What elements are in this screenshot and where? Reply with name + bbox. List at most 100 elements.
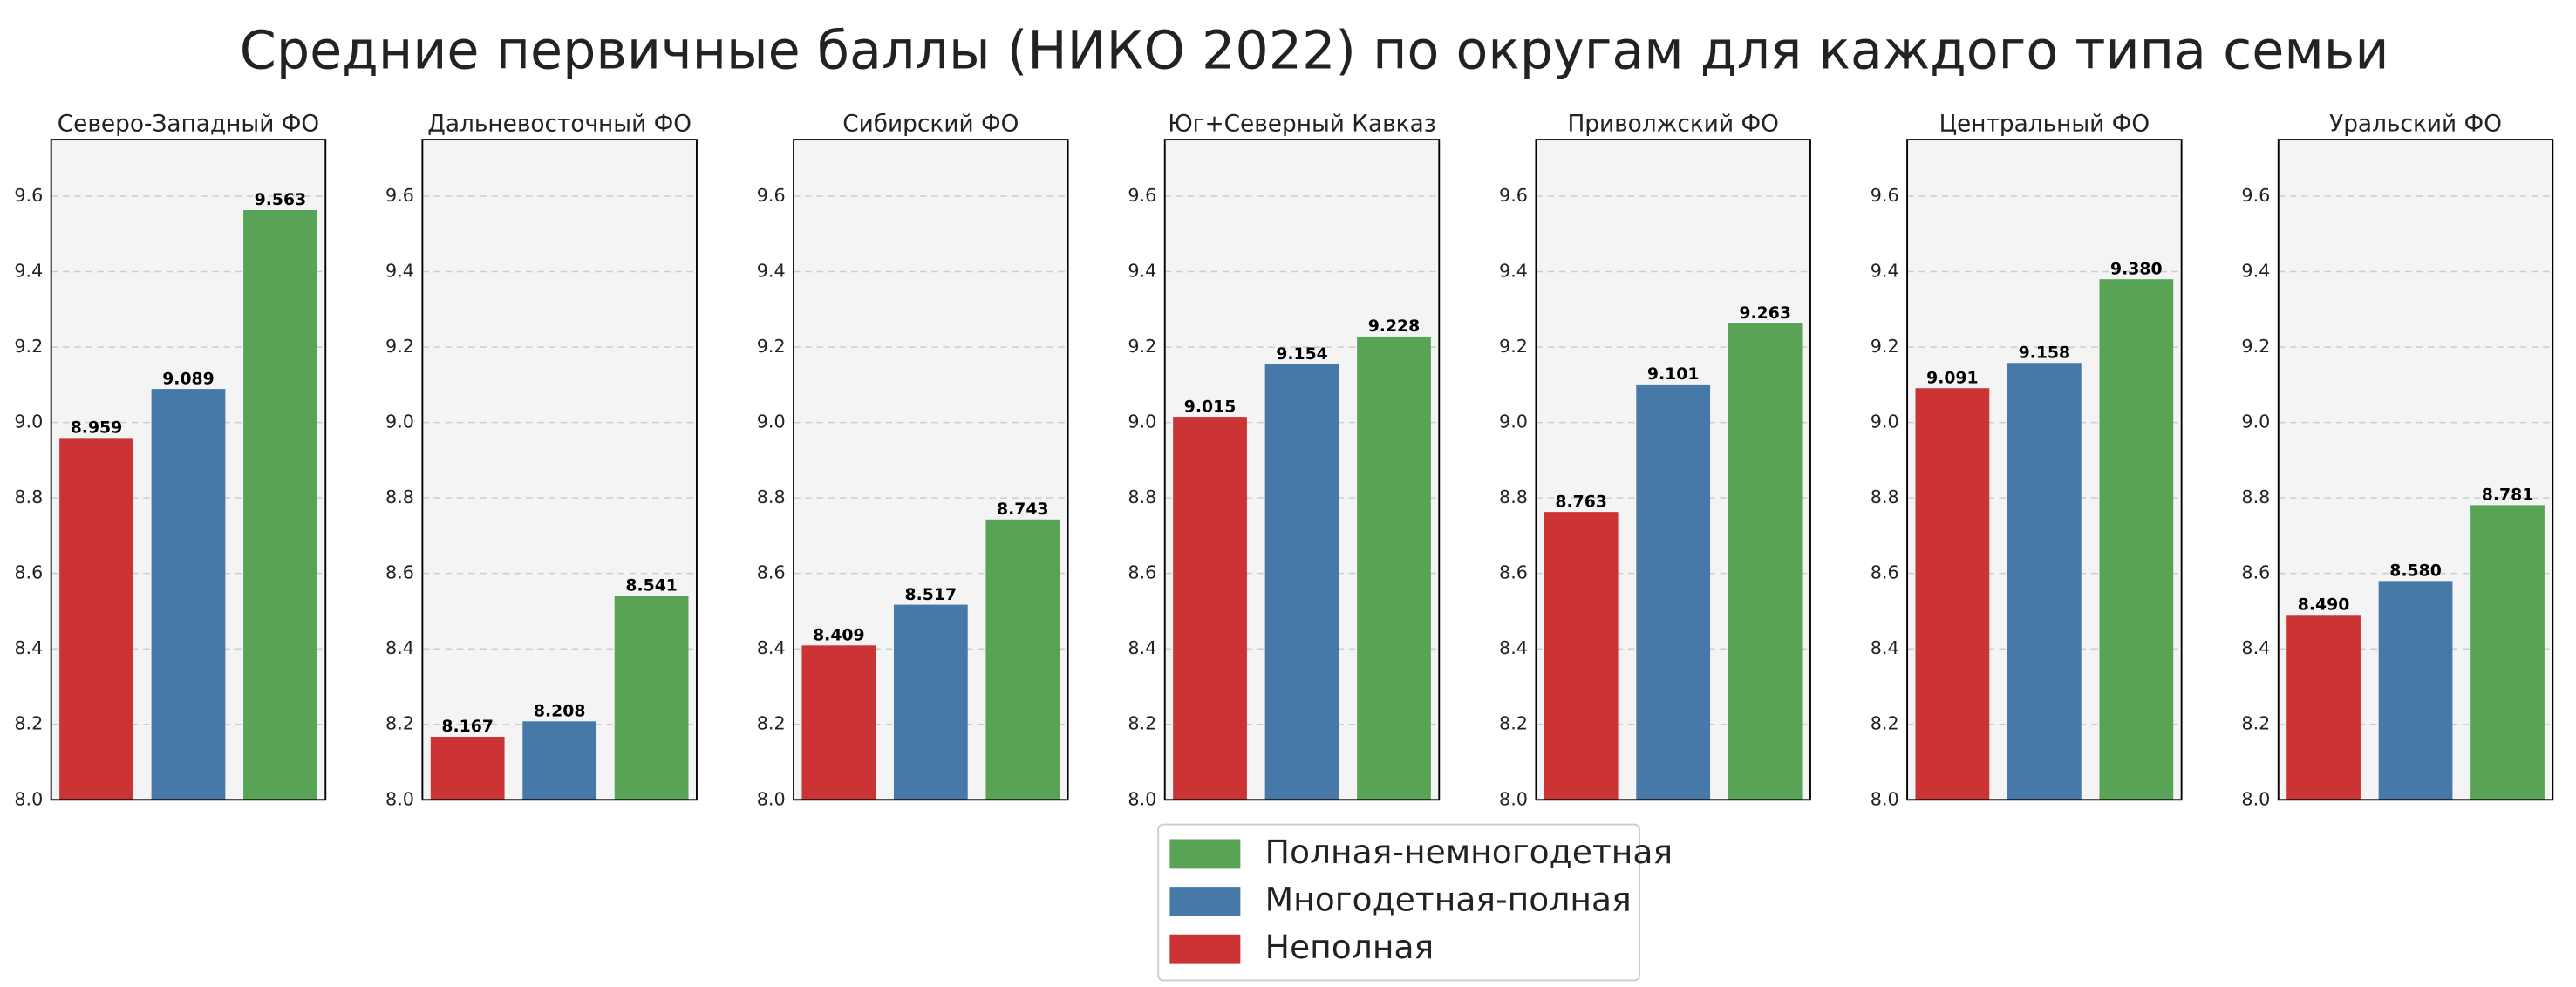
y-tick-label: 8.0 [757, 788, 786, 809]
y-tick-label: 8.2 [14, 713, 43, 734]
y-tick-label: 9.4 [1871, 261, 1899, 282]
bar [243, 210, 317, 800]
y-tick-label: 8.4 [1871, 637, 1899, 658]
y-tick-label: 8.8 [2241, 487, 2270, 507]
legend-swatch [1169, 839, 1241, 869]
y-tick-label: 8.4 [2241, 637, 2270, 658]
y-tick-label: 9.6 [1499, 185, 1528, 206]
panel-title: Приволжский ФО [1567, 112, 1778, 138]
y-tick-label: 8.8 [14, 487, 43, 507]
y-tick-label: 8.8 [1128, 487, 1156, 507]
y-tick-label: 8.4 [14, 637, 43, 658]
panel-frame [2277, 139, 2554, 801]
y-tick-label: 9.0 [1871, 412, 1899, 432]
y-tick-label: 8.2 [1871, 713, 1899, 734]
y-tick-label: 8.0 [14, 788, 43, 809]
y-tick-label: 9.0 [385, 412, 414, 432]
y-tick-label: 9.6 [1871, 185, 1899, 206]
y-tick-label: 9.6 [385, 185, 414, 206]
bar [2470, 505, 2545, 800]
bar [985, 519, 1060, 800]
y-tick-label: 9.2 [1499, 336, 1528, 357]
bar [614, 596, 689, 800]
bar [2286, 615, 2361, 800]
y-tick-label: 9.4 [14, 261, 43, 282]
y-tick-label: 8.6 [2241, 562, 2270, 583]
bar [1728, 323, 1803, 800]
bar [1636, 384, 1711, 800]
y-tick-label: 8.0 [385, 788, 414, 809]
y-tick-label: 9.2 [14, 336, 43, 357]
value-label: 8.763 [1555, 493, 1607, 511]
panel-frame [1163, 139, 1441, 801]
value-label: 8.959 [71, 419, 123, 438]
bar [801, 645, 876, 800]
legend-label: Неполная [1265, 928, 1435, 966]
y-tick-label: 8.8 [385, 487, 414, 507]
chart-title: Средние первичные баллы (НИКО 2022) по о… [240, 21, 2389, 82]
y-tick-label: 9.4 [2241, 261, 2270, 282]
y-tick-label: 9.0 [757, 412, 786, 432]
y-tick-label: 9.4 [385, 261, 414, 282]
y-tick-label: 9.0 [1499, 412, 1528, 432]
value-label: 8.580 [2389, 562, 2442, 581]
value-label: 8.781 [2482, 487, 2534, 505]
value-label: 9.091 [1926, 369, 1979, 387]
y-tick-label: 8.2 [385, 713, 414, 734]
bar [893, 604, 968, 800]
y-tick-label: 8.6 [385, 562, 414, 583]
y-tick-label: 8.6 [1871, 562, 1899, 583]
value-label: 9.263 [1739, 304, 1791, 323]
panel-frame [50, 139, 327, 801]
y-tick-label: 8.8 [1499, 487, 1528, 507]
panel-frame [1535, 139, 1811, 801]
bar [1173, 417, 1247, 800]
y-tick-label: 8.0 [1128, 788, 1156, 809]
y-tick-label: 9.6 [757, 185, 786, 206]
y-tick-label: 8.0 [2241, 788, 2270, 809]
panel-title: Дальневосточный ФО [427, 112, 692, 138]
y-tick-label: 8.6 [1128, 562, 1156, 583]
panel-title: Сибирский ФО [842, 112, 1019, 138]
y-tick-label: 8.6 [1499, 562, 1528, 583]
y-tick-label: 9.0 [2241, 412, 2270, 432]
y-tick-label: 8.4 [757, 637, 786, 658]
value-label: 8.743 [997, 500, 1049, 519]
y-tick-label: 8.6 [14, 562, 43, 583]
value-label: 9.228 [1368, 317, 1421, 336]
legend-label: Полная-немногодетная [1265, 833, 1673, 871]
y-tick-label: 8.2 [757, 713, 786, 734]
bar [1264, 364, 1339, 800]
y-tick-label: 9.2 [385, 336, 414, 357]
value-label: 9.015 [1184, 398, 1237, 416]
y-tick-label: 8.6 [757, 562, 786, 583]
bar [151, 389, 226, 800]
y-tick-label: 8.2 [1128, 713, 1156, 734]
value-label: 9.101 [1647, 365, 1700, 384]
y-tick-label: 9.4 [757, 261, 786, 282]
y-tick-label: 9.2 [1128, 336, 1156, 357]
y-tick-label: 8.2 [2241, 713, 2270, 734]
panel-frame [1906, 139, 2183, 801]
y-tick-label: 9.0 [1128, 412, 1156, 432]
value-label: 8.409 [813, 627, 865, 645]
bar [522, 721, 597, 800]
y-tick-label: 9.4 [1128, 261, 1156, 282]
bar [1915, 388, 1990, 800]
value-label: 9.089 [162, 370, 215, 388]
bar [2099, 279, 2174, 800]
y-tick-label: 8.0 [1499, 788, 1528, 809]
panel-title: Центральный ФО [1939, 112, 2150, 138]
legend-label: Многодетная-полная [1265, 881, 1632, 919]
value-label: 8.167 [441, 718, 494, 736]
y-tick-label: 8.4 [385, 637, 414, 658]
y-tick-label: 9.2 [1871, 336, 1899, 357]
bar [1544, 512, 1619, 800]
value-label: 9.158 [2019, 344, 2071, 362]
value-label: 9.563 [255, 191, 307, 209]
value-label: 8.208 [534, 702, 586, 720]
panel-title: Юг+Северный Кавказ [1168, 112, 1436, 138]
panel-title: Северо-Западный ФО [58, 112, 319, 138]
